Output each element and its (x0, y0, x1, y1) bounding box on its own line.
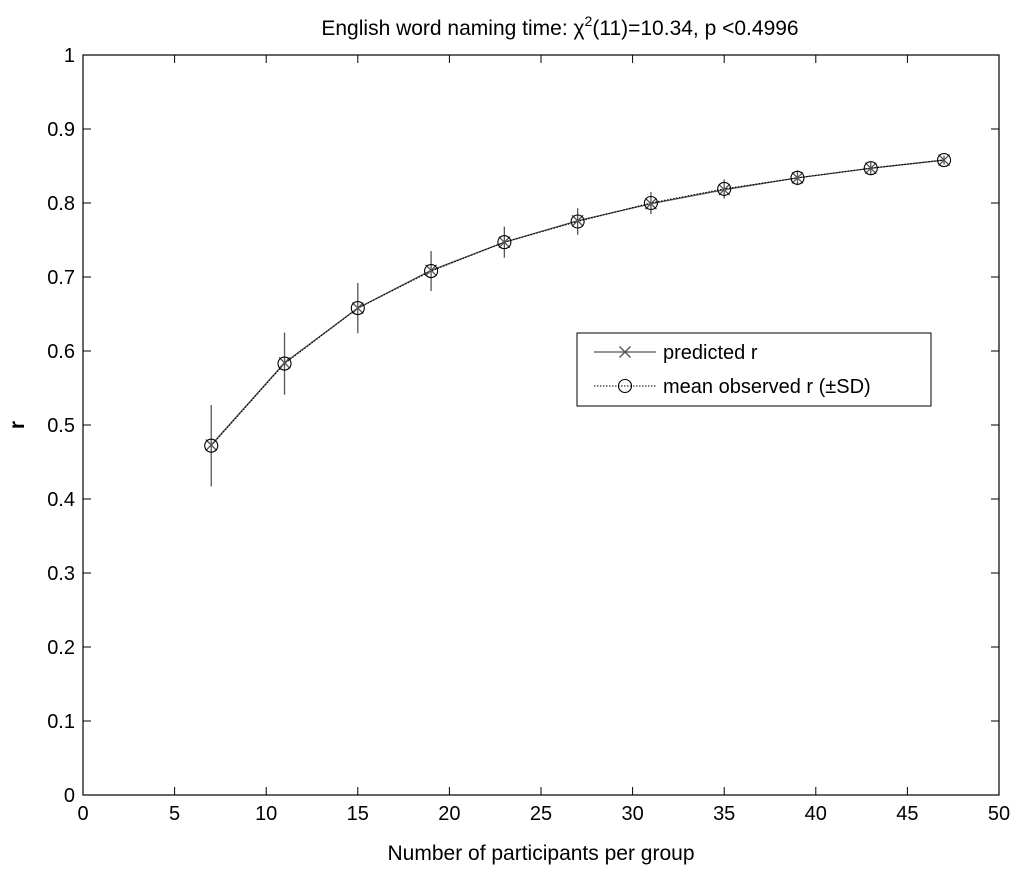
x-tick-label: 15 (347, 803, 369, 825)
y-tick-label: 0.2 (47, 637, 75, 659)
title-prefix: English word naming time: (321, 17, 573, 40)
marker-predicted (791, 171, 804, 184)
x-tick-label: 35 (713, 803, 735, 825)
legend-label-observed: mean observed r (±SD) (663, 376, 871, 398)
x-tick-label: 0 (77, 803, 88, 825)
legend: predicted r mean observed r (±SD) (576, 332, 932, 407)
legend-marker-circle (617, 378, 633, 394)
x-axis-title: Number of participants per group (388, 842, 695, 865)
legend-label-predicted: predicted r (663, 342, 758, 364)
x-tick-label: 30 (621, 803, 643, 825)
y-tick-label: 0.6 (47, 341, 75, 363)
y-tick-label: 0.5 (47, 415, 75, 437)
marker-observed (717, 181, 732, 196)
y-axis-title: r (6, 421, 29, 429)
marker-observed (863, 161, 878, 176)
x-axis: 0 5 10 15 20 25 30 35 40 45 50 (77, 55, 1010, 825)
y-tick-label: 0 (64, 785, 75, 807)
marker-observed (350, 301, 365, 316)
y-axis: 0 0.1 0.2 0.3 0.4 0.5 0.6 0.7 0.8 0.9 1 (47, 45, 999, 807)
marker-predicted (498, 236, 511, 249)
x-tick-label: 5 (169, 803, 180, 825)
marker-observed (277, 356, 292, 371)
legend-marker-x (619, 346, 631, 358)
y-tick-label: 0.3 (47, 563, 75, 585)
y-tick-label: 0.7 (47, 267, 75, 289)
marker-observed (497, 235, 512, 250)
marker-predicted (571, 214, 584, 227)
plot-area (82, 54, 1000, 796)
title-symbol: χ (574, 17, 585, 40)
marker-predicted (938, 154, 950, 167)
marker-predicted (278, 356, 291, 369)
marker-observed (204, 438, 219, 453)
x-tick-label: 50 (988, 803, 1010, 825)
chart-title: English word naming time: χ2(11)=10.34, … (321, 13, 798, 40)
marker-observed (790, 170, 805, 185)
marker-predicted (205, 439, 218, 451)
x-tick-label: 20 (438, 803, 460, 825)
marker-predicted (644, 197, 657, 210)
y-tick-label: 1 (64, 45, 75, 67)
legend-box (576, 332, 932, 407)
marker-observed (936, 153, 952, 168)
marker-predicted (425, 264, 438, 277)
plot-layer (204, 153, 952, 487)
y-tick-label: 0.8 (47, 193, 75, 215)
marker-predicted (351, 302, 364, 315)
title-suffix: (11)=10.34, p <0.4996 (592, 17, 798, 40)
y-tick-label: 0.9 (47, 119, 75, 141)
x-tick-label: 10 (255, 803, 277, 825)
marker-observed (570, 214, 585, 229)
marker-predicted (718, 183, 731, 196)
y-tick-label: 0.4 (47, 489, 75, 511)
marker-predicted (864, 162, 877, 175)
title-superscript: 2 (585, 13, 593, 29)
x-tick-label: 25 (530, 803, 552, 825)
marker-observed (643, 195, 658, 211)
marker-observed (424, 264, 439, 279)
y-tick-label: 0.1 (47, 711, 75, 733)
x-tick-label: 45 (896, 803, 918, 825)
x-tick-label: 40 (805, 803, 827, 825)
